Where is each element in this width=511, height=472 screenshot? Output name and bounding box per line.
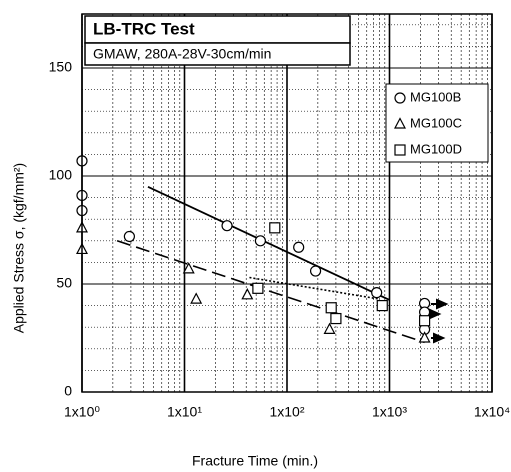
chart-subtitle: GMAW, 280A-28V-30cm/min [93, 46, 271, 62]
point [221, 220, 233, 232]
grid [81, 14, 493, 393]
y-tick-label: 100 [49, 167, 73, 183]
trend-line [249, 276, 380, 300]
arrowhead [436, 298, 449, 310]
point [252, 282, 264, 294]
x-tick-label: 1x10² [269, 404, 304, 420]
x-tick-label: 1x10⁴ [474, 404, 510, 420]
points [76, 155, 431, 343]
point [418, 331, 431, 343]
point [371, 287, 383, 299]
point [330, 312, 342, 325]
point [418, 315, 431, 327]
legend-label: MG100B [410, 89, 461, 104]
y-tick-label: 50 [56, 275, 72, 291]
y-tick-label: 0 [64, 383, 72, 399]
point [394, 117, 406, 129]
trend-line [147, 185, 390, 301]
x-tick-label: 1x10¹ [167, 404, 202, 420]
point [394, 92, 406, 104]
legend-label: MG100C [410, 115, 462, 130]
arrowhead [433, 332, 446, 344]
point [254, 235, 266, 247]
legend: MG100B MG100C MG100D [394, 89, 462, 156]
trend-line [116, 240, 425, 344]
fits [116, 185, 425, 344]
runout-arrows [429, 298, 449, 344]
point [376, 300, 388, 312]
point [190, 292, 203, 304]
point [241, 288, 254, 300]
point [323, 322, 336, 334]
x-axis-label: Fracture Time (min.) [192, 453, 318, 469]
y-axis-label: Applied Stress σ, (kgf/mm²) [11, 163, 27, 333]
y-tick-label: 150 [49, 59, 73, 75]
point [394, 144, 406, 156]
x-tick-label: 1x10⁰ [64, 404, 100, 420]
point [269, 222, 281, 234]
arrowhead [429, 308, 442, 320]
chart-title: LB-TRC Test [93, 19, 195, 38]
point [325, 302, 337, 314]
x-tick-label: 1x10³ [372, 404, 407, 420]
legend-label: MG100D [410, 141, 462, 156]
point [182, 262, 195, 274]
plot-frame [81, 13, 493, 393]
point [309, 265, 322, 277]
point [123, 230, 135, 243]
subtitle-box [84, 42, 351, 66]
point [293, 241, 305, 253]
